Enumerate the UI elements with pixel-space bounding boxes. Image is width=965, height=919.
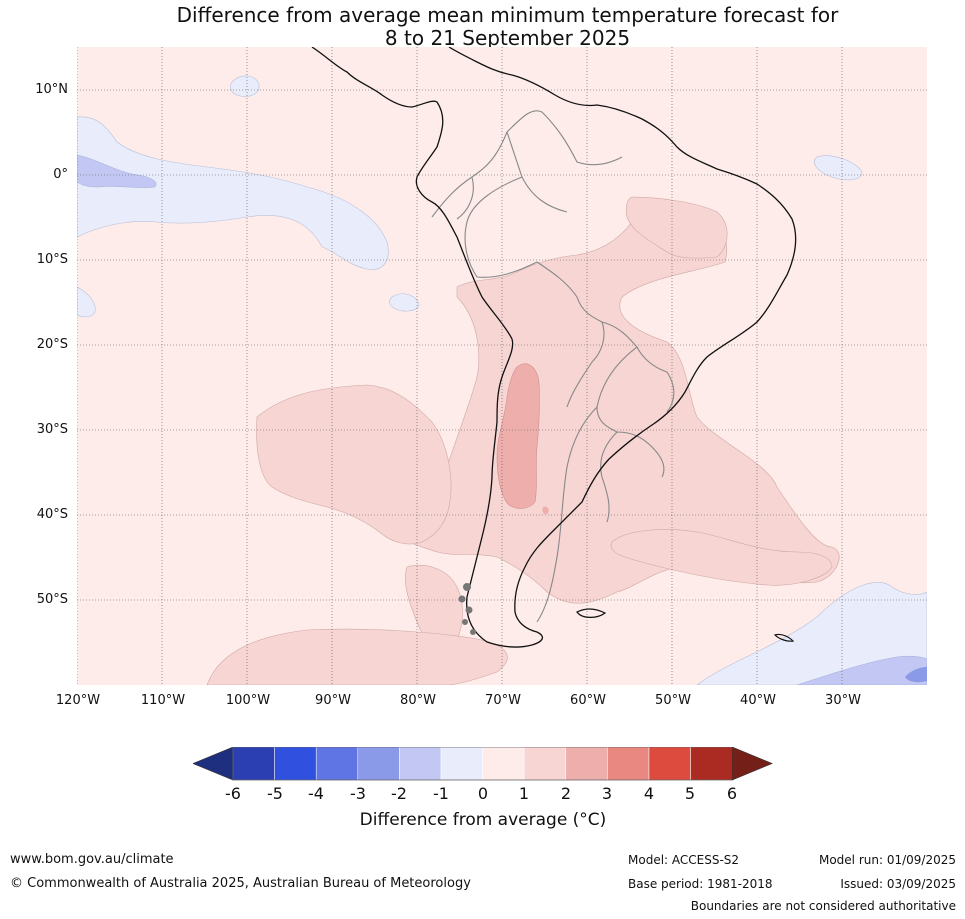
disclaimer-text: Boundaries are not considered authoritat… <box>690 899 956 913</box>
lon-label-100w: 100°W <box>225 693 271 708</box>
lat-label-50s: 50°S <box>36 592 68 607</box>
country-borders <box>431 110 675 623</box>
lon-label-110w: 110°W <box>140 693 186 708</box>
colorbar-tick: 5 <box>684 784 696 803</box>
forecast-map <box>77 47 927 685</box>
colorbar-tick: 2 <box>560 784 572 803</box>
chile-fjords <box>458 583 476 635</box>
anomaly-region-neg3-neg2-atlantic <box>905 667 927 683</box>
colorbar-tick: 1 <box>518 784 530 803</box>
colorbar-bin <box>607 747 650 781</box>
base-period-text: Base period: 1981-2018 <box>628 877 773 891</box>
anomaly-region-1-2-southern-ocean <box>206 628 508 685</box>
lon-label-60w: 60°W <box>570 693 606 708</box>
anomaly-region-neg1-0-a <box>230 75 260 97</box>
colorbar-frame <box>232 747 733 781</box>
colorbar-tick: -2 <box>391 784 407 803</box>
colorbar-bin <box>523 747 567 781</box>
colorbar-tick: 4 <box>643 784 655 803</box>
anomaly-region-neg2-neg1-atlantic <box>796 655 927 685</box>
anomaly-region-neg2-neg1-pacific <box>77 154 157 188</box>
colorbar-bin <box>648 747 691 781</box>
map-gridlines <box>77 47 927 685</box>
anomaly-region-neg1-0-b <box>814 155 863 181</box>
model-run-text: Model run: 01/09/2025 <box>818 853 956 867</box>
colorbar-tick: -3 <box>350 784 366 803</box>
south-georgia <box>773 633 795 642</box>
colorbar-tick: -1 <box>433 784 449 803</box>
colorbar-tick: -6 <box>225 784 241 803</box>
lon-label-90w: 90°W <box>315 693 351 708</box>
website-text: www.bom.gov.au/climate <box>10 852 174 867</box>
colorbar-tick: -5 <box>267 784 283 803</box>
colorbar-tick: 6 <box>726 784 738 803</box>
colorbar-tick: 3 <box>601 784 613 803</box>
colorbar-extend-high <box>731 747 773 781</box>
colorbar-bin <box>315 747 359 781</box>
lat-label-0: 0° <box>53 167 68 182</box>
lat-label-10n: 10°N <box>35 82 68 97</box>
lon-label-30w: 30°W <box>825 693 861 708</box>
colorbar-bin <box>690 747 733 781</box>
colorbar-bin <box>232 747 275 781</box>
colorbar-tick: 0 <box>477 784 489 803</box>
title-line-2: 8 to 21 September 2025 <box>384 26 631 50</box>
colorbar-bin <box>482 747 525 781</box>
colorbar-bin <box>399 747 442 781</box>
coastline-south-america <box>311 47 797 648</box>
colorbar-bin <box>274 747 317 781</box>
lon-label-40w: 40°W <box>740 693 776 708</box>
lat-label-40s: 40°S <box>36 507 68 522</box>
colorbar-bin <box>357 747 400 781</box>
lon-label-50w: 50°W <box>655 693 691 708</box>
anomaly-region-neg1-0-southatlantic <box>696 582 927 685</box>
anomaly-region-1-2-pacific-south <box>256 384 452 545</box>
lat-label-10s: 10°S <box>36 252 68 267</box>
anomaly-region-neg1-0-d <box>77 286 96 318</box>
colorbar-extend-low <box>193 747 234 781</box>
anomaly-region-2-3-small <box>542 506 549 515</box>
anomaly-region-1-2-amazon <box>625 196 728 259</box>
copyright-text: © Commonwealth of Australia 2025, Austra… <box>10 876 471 891</box>
anomaly-region-neg1-0-pacific <box>77 116 389 270</box>
colorbar-bin <box>440 747 483 781</box>
issued-text: Issued: 03/09/2025 <box>840 877 956 891</box>
colorbar-label: Difference from average (°C) <box>359 810 607 830</box>
map-title: Difference from average mean minimum tem… <box>0 4 965 50</box>
anomaly-region-2-3-argentina <box>496 363 540 509</box>
anomaly-region-neg1-0-c <box>389 293 420 312</box>
lon-label-70w: 70°W <box>485 693 521 708</box>
falkland-islands <box>576 608 607 618</box>
colorbar-tick: -4 <box>308 784 324 803</box>
anomaly-region-1-2-atlantic <box>610 529 833 586</box>
title-line-1: Difference from average mean minimum tem… <box>176 3 839 27</box>
colorbar-bin <box>565 747 608 781</box>
model-text: Model: ACCESS-S2 <box>628 853 740 867</box>
lat-label-20s: 20°S <box>36 337 68 352</box>
lon-label-80w: 80°W <box>400 693 436 708</box>
lon-label-120w: 120°W <box>55 693 101 708</box>
lat-label-30s: 30°S <box>36 422 68 437</box>
colorbar <box>193 747 773 781</box>
